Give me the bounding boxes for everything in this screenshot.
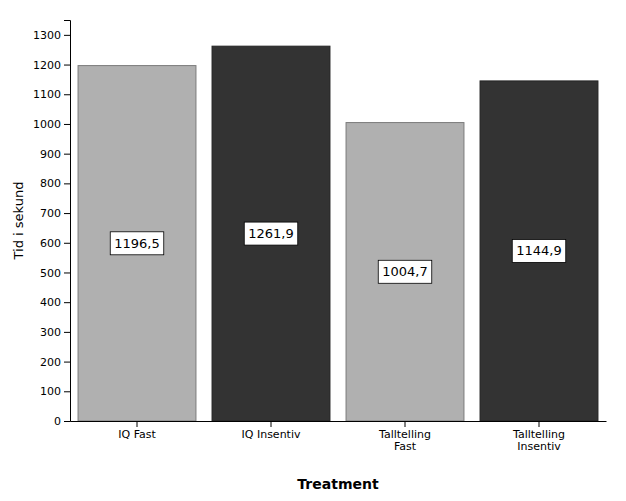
y-tick: 1200 [33,59,70,72]
y-axis: 0 100 200 300 400 500 600 700 800 900 1000 1100 1200… [33,21,71,429]
y-tick-mark [64,65,70,66]
y-tick-mark [64,272,70,273]
y-tick: 600 [40,237,70,250]
y-tick-label: 1000 [33,118,61,131]
bars [78,46,598,421]
y-tick: 700 [40,207,70,220]
data-label-box [378,260,432,283]
bar [480,81,598,421]
y-tick: 1000 [33,118,70,131]
y-tick-mark [64,302,70,303]
y-tick-mark [64,183,70,184]
y-tick-label: 400 [40,296,61,309]
data-label: 1004,7 [382,264,428,279]
y-tick-label: 1200 [33,59,61,72]
data-label: 1144,9 [516,243,562,258]
bar [78,66,196,421]
y-tick-label: 900 [40,148,61,161]
plot: 0 100 200 300 400 500 600 700 800 900 1000 1100 1200… [33,21,607,454]
x-tick-mark [405,421,406,427]
x-tick-label: IQ Insentiv [242,428,301,441]
y-tick: 100 [40,385,70,398]
y-tick-mark [64,35,70,36]
x-axis: IQ Fast IQ Insentiv TalltellingFast Talltel… [71,421,607,453]
data-label: 1196,5 [114,236,160,251]
y-tick-label: 200 [40,356,61,369]
y-tick-label: 0 [54,415,61,428]
y-tick-mark [64,243,70,244]
y-tick-mark [64,362,70,363]
data-label-group: 1144,9 [512,239,566,262]
y-tick-label: 700 [40,207,61,220]
x-tick: IQ Fast [118,421,156,441]
data-label-box [244,222,298,245]
data-label: 1261,9 [248,226,294,241]
y-tick-label: 1100 [33,88,61,101]
data-label-group: 1261,9 [244,222,298,245]
y-tick: 800 [40,177,70,190]
y-tick-mark [64,391,70,392]
data-label-box [110,232,164,255]
bar [212,46,330,421]
y-tick-mark [64,421,70,422]
y-tick: 500 [40,267,70,280]
x-tick: TalltellingInsentiv [512,421,565,453]
x-tick-mark [539,421,540,427]
y-tick-mark [64,213,70,214]
chart: 0 100 200 300 400 500 600 700 800 900 1000 1100 1200… [0,0,626,501]
y-tick-label: 1300 [33,29,61,42]
y-tick: 1300 [33,29,70,42]
x-tick: TalltellingFast [378,421,431,453]
y-tick-label: 600 [40,237,61,250]
x-tick: IQ Insentiv [242,421,301,441]
x-tick-label: TalltellingFast [378,428,431,454]
x-axis-title: Treatment [297,476,379,492]
y-tick-label: 500 [40,267,61,280]
y-axis-line [64,21,71,422]
x-tick-label: IQ Fast [118,428,156,441]
data-label-box [512,239,566,262]
x-tick-mark [137,421,138,427]
y-tick-label: 300 [40,326,61,339]
x-tick-mark [271,421,272,427]
y-tick-mark [64,332,70,333]
y-tick: 400 [40,296,70,309]
data-label-group: 1196,5 [110,232,164,255]
y-tick: 900 [40,148,70,161]
bar [346,123,464,421]
y-tick-mark [64,94,70,95]
data-label-group: 1004,7 [378,260,432,283]
y-tick: 300 [40,326,70,339]
x-axis-line [71,421,607,422]
x-tick-label: TalltellingInsentiv [512,428,565,454]
y-tick-mark [64,124,70,125]
y-tick: 0 [54,415,70,428]
y-tick-label: 800 [40,177,61,190]
y-tick-label: 100 [40,385,61,398]
data-labels: 1196,5 1261,9 1004,7 1144,9 [110,222,566,283]
y-axis-title: Tid i sekund [11,182,26,261]
y-tick-mark [64,154,70,155]
y-tick: 1100 [33,88,70,101]
y-tick: 200 [40,356,70,369]
